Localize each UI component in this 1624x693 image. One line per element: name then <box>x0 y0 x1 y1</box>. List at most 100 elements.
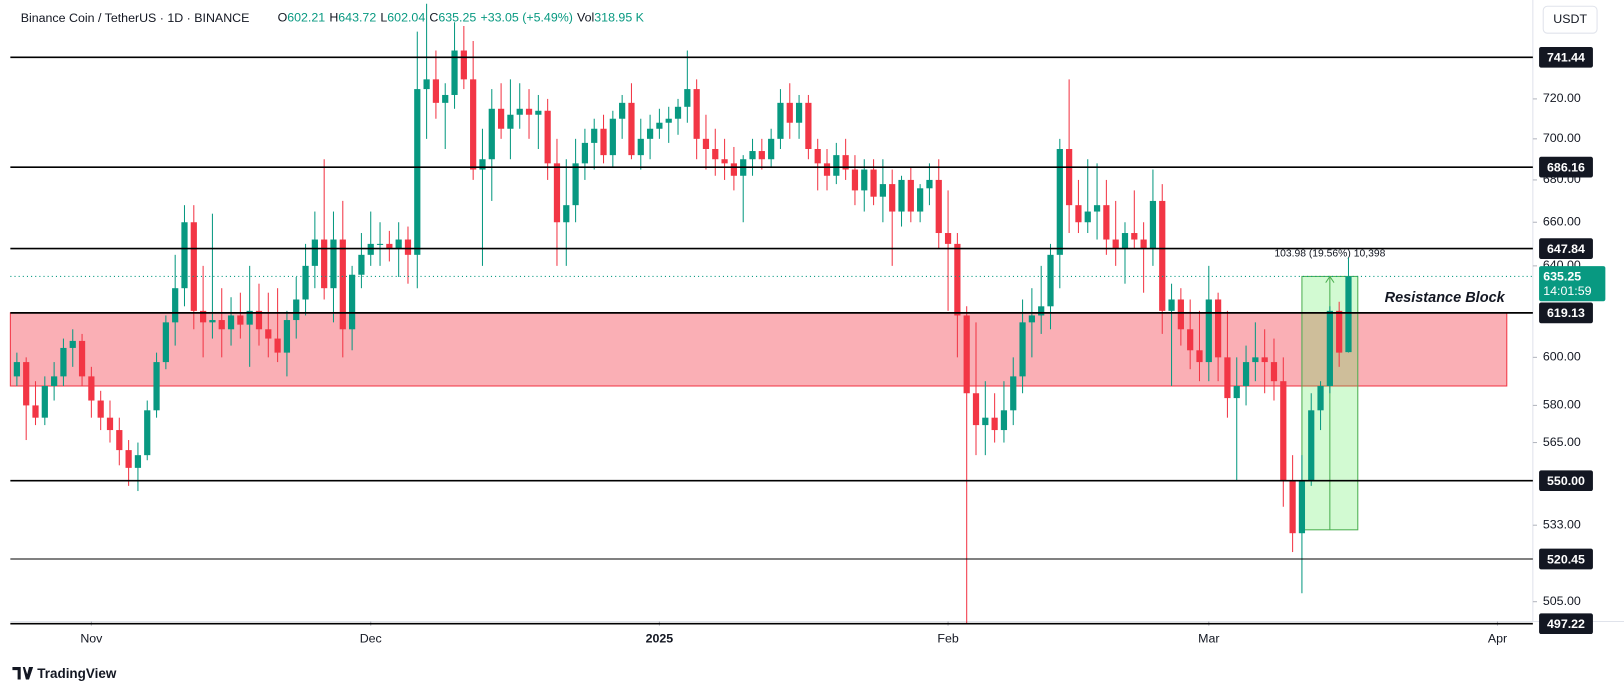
candle-body <box>395 239 402 249</box>
ohlc-legend: O602.21 H643.72 L602.04 C635.25 +33.05 (+5.4… <box>278 11 645 25</box>
candle-body <box>861 169 868 191</box>
candle-body <box>833 155 840 176</box>
candle-body <box>600 128 607 156</box>
candle-body <box>88 376 95 401</box>
candle-body <box>13 362 20 377</box>
y-tick-label: 600.00 <box>1543 350 1581 364</box>
candle-body <box>777 102 784 139</box>
candle-body <box>935 179 942 234</box>
candle-body <box>674 106 682 119</box>
candle-body <box>628 102 635 156</box>
candle-body <box>646 128 654 139</box>
level-label: 497.22 <box>1547 617 1585 631</box>
zone-label: Resistance Block <box>1385 290 1506 306</box>
candle-body <box>404 239 412 255</box>
candle-body <box>106 417 114 431</box>
candle-body <box>805 102 812 149</box>
level-label-box <box>1539 302 1593 324</box>
candle-body <box>255 310 263 330</box>
candle-body <box>293 299 300 321</box>
candle-body <box>721 159 728 164</box>
last-price-label: 635.25 <box>1543 270 1581 284</box>
candle-body <box>926 179 933 189</box>
candle-body <box>144 410 151 456</box>
candle-body <box>69 340 76 348</box>
candle-body <box>200 310 207 323</box>
candle-body <box>1187 329 1194 351</box>
candle-body <box>153 362 160 411</box>
candle-body <box>1289 480 1296 534</box>
candle-body <box>1252 357 1259 363</box>
candle-body <box>907 179 914 212</box>
brand-logo <box>12 667 34 680</box>
candle-body <box>460 50 467 80</box>
candle-body <box>814 148 821 164</box>
brand: TradingView <box>12 666 117 681</box>
resistance-zone <box>9 312 1508 387</box>
candle-body <box>1075 205 1082 223</box>
candle-body <box>218 320 225 330</box>
candle-body <box>1103 205 1110 240</box>
level-label-box <box>1539 548 1593 570</box>
candle-body <box>786 102 793 123</box>
candle-body <box>442 94 449 103</box>
candle-body <box>1000 410 1008 431</box>
candle-body <box>376 243 384 245</box>
candle-body <box>1215 299 1222 358</box>
candle-body <box>432 79 440 103</box>
level-label: 741.44 <box>1547 51 1585 65</box>
candle-body <box>879 184 886 197</box>
open-value: 602.21 <box>287 11 325 25</box>
candle-body <box>227 315 235 330</box>
x-tick-label: Nov <box>80 631 103 645</box>
candle-body <box>1066 148 1073 206</box>
candle-body <box>516 108 523 115</box>
y-tick-label: 565.00 <box>1543 435 1581 449</box>
volume-value: 318.95 K <box>594 11 644 25</box>
level-label-box <box>1539 470 1593 492</box>
candle-body <box>51 376 58 386</box>
brand-name: TradingView <box>37 666 117 681</box>
candle-body <box>78 340 86 377</box>
candle-body <box>619 102 626 119</box>
candle-body <box>851 169 859 191</box>
candle-body <box>209 320 216 323</box>
candle-body <box>572 163 579 206</box>
candle-body <box>283 320 291 353</box>
candle-body <box>823 163 831 176</box>
candle-body <box>1112 239 1119 249</box>
high-value: 643.72 <box>338 11 376 25</box>
currency[interactable]: USDT <box>1553 12 1587 26</box>
candle-body <box>116 430 123 451</box>
y-tick-label: 533.00 <box>1543 517 1581 531</box>
candle-body <box>693 89 700 139</box>
candle-body <box>684 89 691 107</box>
x-tick-label: Mar <box>1198 631 1219 645</box>
candle-body <box>1242 362 1250 386</box>
candle-body <box>1233 385 1240 399</box>
candle-body <box>60 347 67 377</box>
level-label: 550.00 <box>1547 474 1585 488</box>
candle-body <box>944 233 952 244</box>
candle-body <box>330 239 337 289</box>
candle-body <box>479 159 486 170</box>
candle-body <box>125 450 132 468</box>
low-label: L <box>380 11 387 25</box>
candle-body <box>982 417 989 426</box>
candle-body <box>339 239 346 330</box>
candle-body <box>488 108 495 160</box>
candle-body <box>1149 200 1157 249</box>
candle-body <box>97 400 104 418</box>
measure-label: 103.98 (19.56%) 10,398 <box>1274 248 1385 259</box>
candle-body <box>1196 350 1203 363</box>
close-label: C <box>429 11 438 25</box>
candle-body <box>963 315 970 394</box>
candle-body <box>1056 148 1063 255</box>
candle-body <box>265 329 272 339</box>
candle-body <box>1159 200 1166 311</box>
candle-body <box>637 138 644 156</box>
candle-body <box>525 108 533 115</box>
candle-body <box>423 79 430 90</box>
candle-body <box>1168 299 1175 311</box>
currency-button[interactable] <box>1542 5 1598 34</box>
